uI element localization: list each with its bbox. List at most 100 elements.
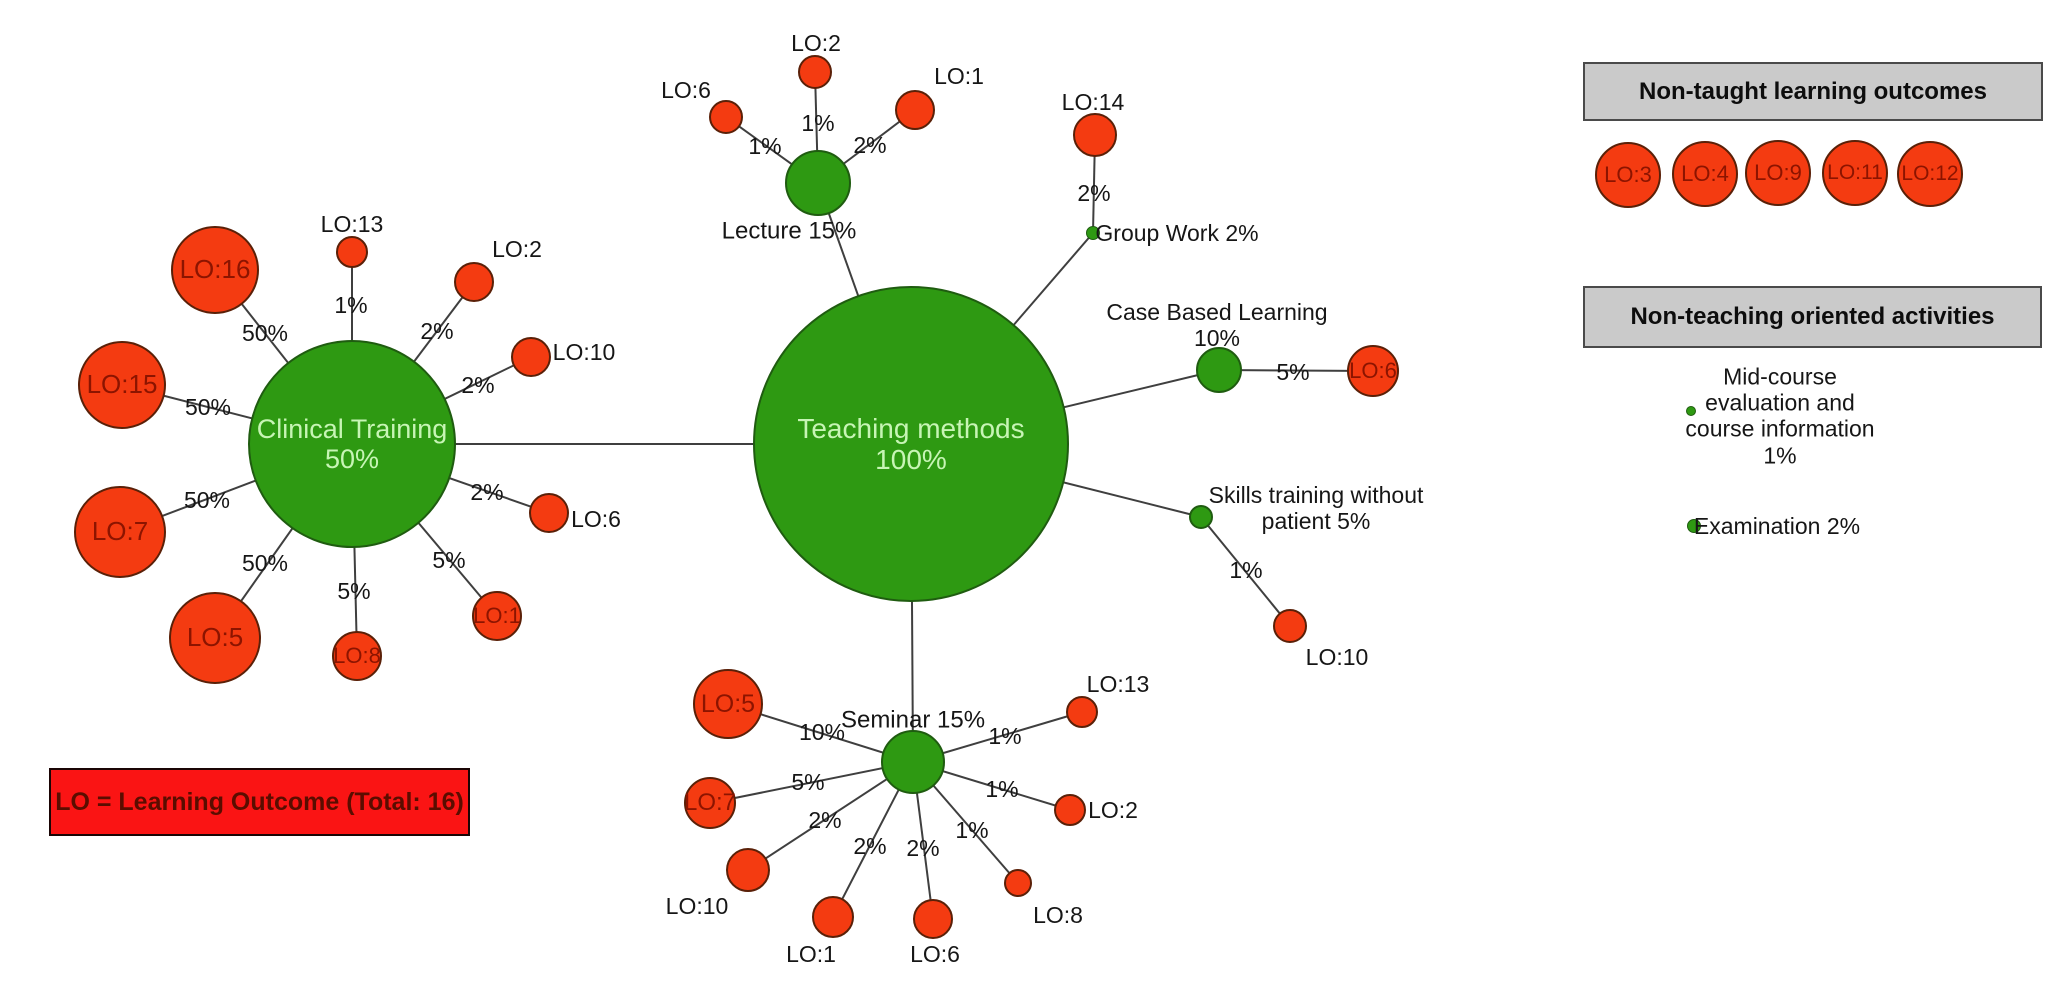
edge-label-seminar--seminar-lo10: 2% — [808, 806, 842, 833]
edge-label-clinical-training--clinical-lo8: 5% — [337, 577, 371, 604]
edge-label-lecture--lecture-lo2: 1% — [801, 109, 835, 136]
node-case-based-learning — [1196, 347, 1242, 393]
node-midcourse-dot — [1686, 406, 1696, 416]
seminar-lo10-label: LO:10 — [665, 892, 729, 919]
groupwork-lo14-label: LO:14 — [1061, 88, 1125, 115]
node-lecture-lo2 — [798, 55, 832, 89]
node-clinical-lo6 — [529, 493, 569, 533]
node-clinical-lo7-text: LO:7 — [91, 516, 149, 547]
edge-seminar--seminar-lo10 — [747, 761, 914, 871]
edge-label-clinical-training--clinical-lo7: 50% — [183, 486, 231, 513]
lecture-lo2-label: LO:2 — [791, 29, 841, 56]
edge-label-seminar--seminar-lo2: 1% — [985, 775, 1019, 802]
node-seminar-lo5: LO:5 — [693, 669, 763, 739]
node-clinical-training-text: Clinical Training 50% — [256, 413, 448, 474]
edge-label-group-work--groupwork-lo14: 2% — [1077, 179, 1111, 206]
edge-label-clinical-training--clinical-lo13: 1% — [334, 291, 368, 318]
node-nontaught-lo11: LO:11 — [1822, 140, 1888, 206]
non-taught-title: Non-taught learning outcomes — [1639, 77, 1987, 105]
edge-label-clinical-training--clinical-lo2: 2% — [420, 317, 454, 344]
seminar-lo8-label: LO:8 — [1033, 901, 1083, 928]
node-teaching-methods: Teaching methods 100% — [753, 286, 1069, 602]
node-nontaught-lo4: LO:4 — [1672, 141, 1738, 207]
node-seminar-lo2 — [1054, 794, 1086, 826]
seminar-lo13-label: LO:13 — [1086, 670, 1150, 697]
edge-label-clinical-training--clinical-lo6: 2% — [470, 478, 504, 505]
node-examination-dot — [1687, 519, 1701, 533]
node-clinical-lo10 — [511, 337, 551, 377]
node-skills-lo10 — [1273, 609, 1307, 643]
node-group-work — [1086, 226, 1100, 240]
node-clinical-lo15: LO:15 — [78, 341, 166, 429]
edge-label-clinical-training--clinical-lo16: 50% — [241, 319, 289, 346]
node-clinical-lo15-text: LO:15 — [86, 369, 158, 400]
node-clinical-lo16: LO:16 — [171, 226, 259, 314]
node-seminar — [881, 730, 945, 794]
edge-label-skills-training--skills-lo10: 1% — [1229, 556, 1263, 583]
edge-label-seminar--seminar-lo13: 1% — [988, 722, 1022, 749]
edge-label-seminar--seminar-lo1: 2% — [853, 832, 887, 859]
node-clinical-lo13 — [336, 236, 368, 268]
node-nontaught-lo12-text: LO:12 — [1901, 162, 1959, 186]
edge-skills-training--skills-lo10 — [1200, 516, 1291, 627]
node-nontaught-lo3-text: LO:3 — [1604, 161, 1652, 187]
node-lecture — [785, 150, 851, 216]
node-clinical-lo8-text: LO:8 — [333, 642, 381, 668]
node-nontaught-lo3: LO:3 — [1595, 142, 1661, 208]
node-seminar-lo1 — [812, 896, 854, 938]
edge-label-clinical-training--clinical-lo1: 5% — [432, 546, 466, 573]
edge-label-clinical-training--clinical-lo10: 2% — [461, 371, 495, 398]
node-nontaught-lo12: LO:12 — [1897, 141, 1963, 207]
casebased-label: Case Based Learning 10% — [1106, 298, 1328, 351]
seminar-lo6-label: LO:6 — [910, 940, 960, 967]
lecture-lo6-label: LO:6 — [661, 76, 711, 103]
node-nontaught-lo11-text: LO:11 — [1827, 161, 1883, 185]
node-clinical-lo2 — [454, 262, 494, 302]
examination-label: Examination 2% — [1693, 512, 1861, 539]
clinical-lo2-label: LO:2 — [492, 235, 542, 262]
node-seminar-lo13 — [1066, 696, 1098, 728]
edge-label-seminar--seminar-lo5: 10% — [798, 718, 846, 745]
node-nontaught-lo9: LO:9 — [1745, 140, 1811, 206]
node-seminar-lo5-text: LO:5 — [700, 690, 756, 718]
seminar-lo2-label: LO:2 — [1088, 796, 1138, 823]
node-nontaught-lo9-text: LO:9 — [1754, 159, 1802, 185]
node-clinical-lo1-text: LO:1 — [473, 602, 521, 628]
edge-label-lecture--lecture-lo6: 1% — [748, 132, 782, 159]
edge-label-case-based-learning--casebased-lo6: 5% — [1276, 358, 1310, 385]
node-seminar-lo8 — [1004, 869, 1032, 897]
node-casebased-lo6: LO:6 — [1347, 345, 1399, 397]
node-seminar-lo6 — [913, 899, 953, 939]
edge-label-clinical-training--clinical-lo15: 50% — [184, 393, 232, 420]
node-skills-training — [1189, 505, 1213, 529]
lecture-lo1-label: LO:1 — [934, 62, 984, 89]
edge-label-clinical-training--clinical-lo5: 50% — [241, 549, 289, 576]
node-clinical-lo5-text: LO:5 — [186, 622, 244, 653]
node-teaching-methods-text: Teaching methods 100% — [797, 412, 1025, 475]
node-clinical-lo7: LO:7 — [74, 486, 166, 578]
node-groupwork-lo14 — [1073, 113, 1117, 157]
edge-label-seminar--seminar-lo8: 1% — [955, 816, 989, 843]
clinical-lo13-label: LO:13 — [320, 210, 384, 237]
non-teaching-header: Non-teaching oriented activities — [1583, 286, 2042, 348]
node-casebased-lo6-text: LO:6 — [1349, 357, 1397, 383]
node-clinical-lo8: LO:8 — [332, 631, 382, 681]
clinical-lo10-label: LO:10 — [552, 338, 616, 365]
skills-lo10-label: LO:10 — [1305, 643, 1369, 670]
edge-label-seminar--seminar-lo7: 5% — [791, 768, 825, 795]
node-nontaught-lo4-text: LO:4 — [1681, 160, 1729, 186]
clinical-lo6-label: LO:6 — [571, 505, 621, 532]
seminar-lo1-label: LO:1 — [786, 940, 836, 967]
node-seminar-lo7: LO:7 — [684, 777, 736, 829]
non-teaching-title: Non-teaching oriented activities — [1630, 303, 1995, 330]
midcourse-label: Mid-course evaluation and course informa… — [1685, 363, 1875, 469]
node-clinical-training: Clinical Training 50% — [248, 340, 456, 548]
non-taught-header: Non-taught learning outcomes — [1583, 62, 2043, 121]
legend-label: LO = Learning Outcome (Total: 16) — [55, 787, 464, 816]
node-clinical-lo1: LO:1 — [472, 591, 522, 641]
node-lecture-lo1 — [895, 90, 935, 130]
edge-label-lecture--lecture-lo1: 2% — [853, 131, 887, 158]
edge-label-seminar--seminar-lo6: 2% — [906, 834, 940, 861]
node-seminar-lo7-text: LO:7 — [683, 788, 737, 816]
